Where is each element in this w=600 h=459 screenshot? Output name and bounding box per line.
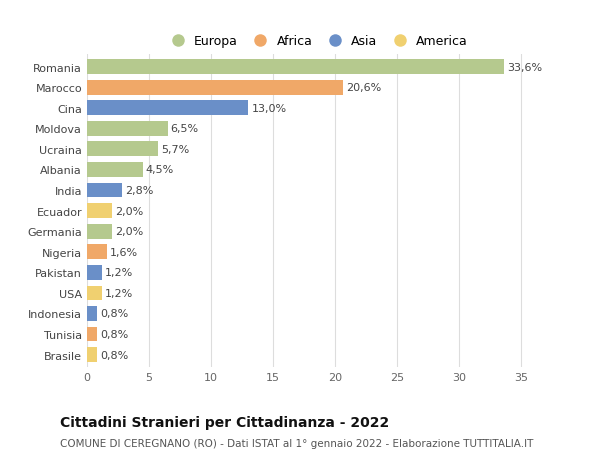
Bar	[87, 183, 122, 198]
Legend: Europa, Africa, Asia, America: Europa, Africa, Asia, America	[160, 30, 473, 53]
Bar	[87, 60, 504, 75]
Text: 1,2%: 1,2%	[105, 288, 133, 298]
Text: 5,7%: 5,7%	[161, 145, 189, 155]
Bar	[87, 245, 107, 260]
Bar	[87, 122, 167, 136]
Bar	[87, 224, 112, 239]
Bar	[87, 142, 158, 157]
Text: 6,5%: 6,5%	[171, 124, 199, 134]
Bar	[87, 265, 102, 280]
Text: 1,6%: 1,6%	[110, 247, 138, 257]
Bar	[87, 286, 102, 301]
Text: COMUNE DI CEREGNANO (RO) - Dati ISTAT al 1° gennaio 2022 - Elaborazione TUTTITAL: COMUNE DI CEREGNANO (RO) - Dati ISTAT al…	[60, 438, 533, 448]
Bar	[87, 162, 143, 178]
Bar	[87, 347, 97, 362]
Text: 0,8%: 0,8%	[100, 309, 128, 319]
Bar	[87, 307, 97, 321]
Bar	[87, 204, 112, 218]
Text: 0,8%: 0,8%	[100, 350, 128, 360]
Text: 13,0%: 13,0%	[251, 103, 286, 113]
Bar	[87, 80, 343, 95]
Text: 1,2%: 1,2%	[105, 268, 133, 278]
Text: 33,6%: 33,6%	[507, 62, 542, 73]
Text: Cittadini Stranieri per Cittadinanza - 2022: Cittadini Stranieri per Cittadinanza - 2…	[60, 415, 389, 429]
Bar	[87, 101, 248, 116]
Text: 2,0%: 2,0%	[115, 206, 143, 216]
Text: 2,0%: 2,0%	[115, 227, 143, 237]
Text: 20,6%: 20,6%	[346, 83, 381, 93]
Text: 0,8%: 0,8%	[100, 330, 128, 339]
Bar	[87, 327, 97, 342]
Text: 2,8%: 2,8%	[125, 185, 153, 196]
Text: 4,5%: 4,5%	[146, 165, 174, 175]
